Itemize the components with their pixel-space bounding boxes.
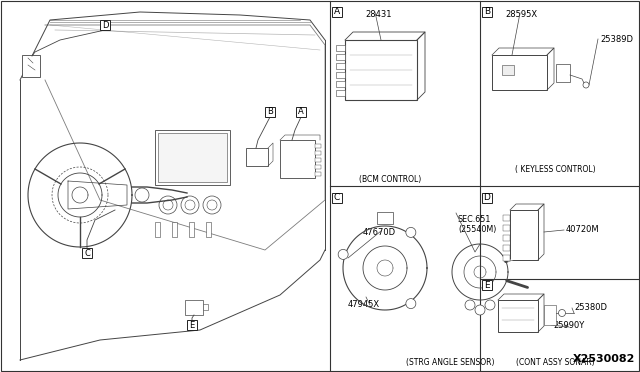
Bar: [336, 81, 345, 87]
Text: X2530082: X2530082: [573, 354, 635, 364]
Bar: [503, 235, 510, 241]
Circle shape: [203, 196, 221, 214]
Bar: [158, 133, 227, 182]
Bar: [377, 212, 393, 224]
Bar: [203, 304, 208, 310]
Text: (BCM CONTROL): (BCM CONTROL): [359, 175, 421, 184]
Circle shape: [135, 188, 149, 202]
Text: (STRG ANGLE SENSOR): (STRG ANGLE SENSOR): [406, 358, 494, 367]
Text: E: E: [189, 321, 195, 330]
Circle shape: [406, 227, 416, 237]
Text: SEC.651: SEC.651: [458, 215, 492, 224]
Text: A: A: [298, 108, 304, 116]
Bar: [332, 7, 342, 17]
Circle shape: [338, 249, 348, 259]
Circle shape: [406, 299, 416, 309]
Bar: [315, 172, 321, 176]
Text: A: A: [334, 7, 340, 16]
Text: 47670D: 47670D: [363, 228, 396, 237]
Text: 28595X: 28595X: [505, 10, 537, 19]
Bar: [315, 158, 321, 162]
Bar: [498, 300, 538, 332]
Bar: [246, 148, 268, 166]
Bar: [155, 222, 160, 237]
Bar: [280, 140, 315, 178]
Text: B: B: [484, 7, 490, 16]
Bar: [187, 320, 197, 330]
Circle shape: [583, 82, 589, 88]
Circle shape: [559, 310, 566, 317]
Circle shape: [485, 300, 495, 310]
Bar: [503, 245, 510, 251]
Bar: [336, 63, 345, 69]
Circle shape: [159, 196, 177, 214]
Bar: [556, 64, 570, 82]
Bar: [155, 130, 230, 185]
Bar: [336, 90, 345, 96]
Bar: [189, 222, 194, 237]
Bar: [510, 210, 538, 260]
Circle shape: [185, 200, 195, 210]
Bar: [100, 20, 110, 30]
Bar: [82, 248, 92, 258]
Circle shape: [181, 196, 199, 214]
Bar: [206, 222, 211, 237]
Bar: [482, 7, 492, 17]
Text: B: B: [267, 108, 273, 116]
Bar: [172, 222, 177, 237]
Text: E: E: [484, 280, 490, 289]
Bar: [315, 151, 321, 155]
Circle shape: [163, 200, 173, 210]
Bar: [336, 45, 345, 51]
Circle shape: [465, 300, 475, 310]
Circle shape: [207, 200, 217, 210]
Text: D: D: [102, 20, 108, 29]
Bar: [332, 193, 342, 203]
Text: 25389D: 25389D: [600, 35, 633, 44]
Text: (25540M): (25540M): [458, 225, 497, 234]
Text: ( KEYLESS CONTROL): ( KEYLESS CONTROL): [515, 165, 595, 174]
Circle shape: [475, 305, 485, 315]
Bar: [336, 72, 345, 78]
Bar: [544, 305, 556, 325]
Bar: [265, 107, 275, 117]
Bar: [482, 280, 492, 290]
Text: (CONT ASSY SONAR): (CONT ASSY SONAR): [516, 358, 595, 367]
Text: D: D: [484, 193, 490, 202]
Text: C: C: [84, 248, 90, 257]
Text: 25380D: 25380D: [574, 304, 607, 312]
Text: C: C: [334, 193, 340, 202]
Bar: [336, 54, 345, 60]
Bar: [492, 55, 547, 90]
Bar: [503, 255, 510, 261]
Bar: [503, 225, 510, 231]
Text: 28431: 28431: [365, 10, 392, 19]
Bar: [22, 55, 40, 77]
Bar: [185, 300, 203, 315]
Text: 40720M: 40720M: [566, 225, 600, 234]
Text: 47945X: 47945X: [348, 300, 380, 309]
Bar: [296, 107, 306, 117]
Bar: [502, 65, 514, 75]
Bar: [482, 193, 492, 203]
Bar: [315, 144, 321, 148]
Bar: [315, 165, 321, 169]
Bar: [503, 215, 510, 221]
Bar: [345, 40, 417, 100]
Text: 25990Y: 25990Y: [553, 321, 584, 330]
